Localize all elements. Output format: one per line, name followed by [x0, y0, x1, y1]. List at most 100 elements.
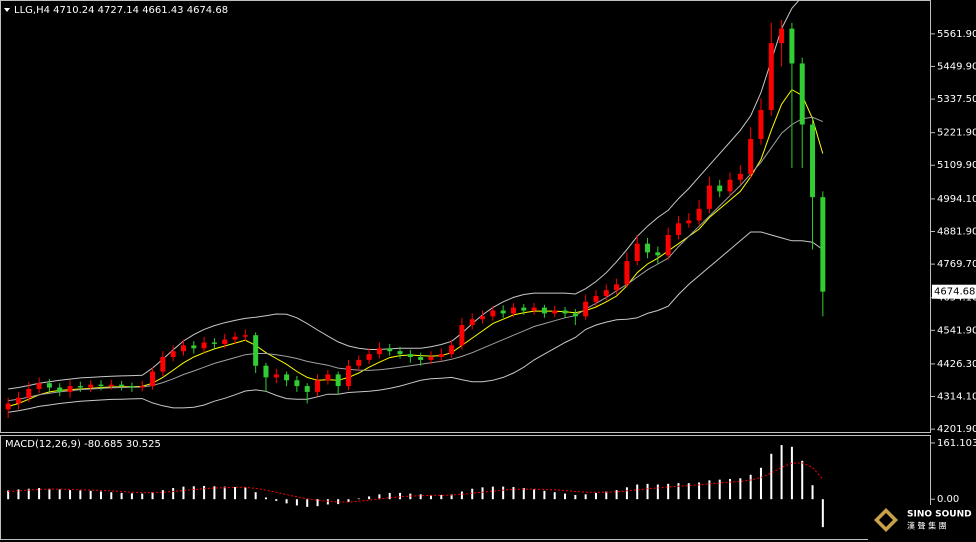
histogram-bar — [584, 494, 587, 500]
histogram-bar — [471, 488, 474, 500]
histogram-bar — [625, 487, 628, 500]
candle-body — [98, 384, 104, 387]
candle-body — [737, 173, 743, 180]
histogram-bar — [729, 478, 732, 500]
histogram-bar — [38, 488, 41, 500]
candle-body — [284, 374, 290, 381]
candle-body — [614, 284, 620, 291]
candle-body — [779, 28, 785, 44]
histogram-bar — [326, 499, 329, 505]
histogram-bar — [780, 445, 783, 500]
candle-body — [686, 220, 692, 224]
histogram-bar — [687, 483, 690, 500]
histogram-bar — [656, 484, 659, 500]
histogram-bar — [264, 497, 267, 500]
histogram-bar — [378, 494, 381, 500]
candle-body — [46, 383, 52, 388]
histogram-bar — [419, 494, 422, 500]
histogram-bar — [110, 492, 113, 500]
histogram-bar — [739, 478, 742, 500]
candle-body — [603, 290, 609, 296]
candle-body — [335, 374, 341, 387]
candle-body — [26, 388, 32, 398]
candle-body — [428, 357, 434, 360]
candle-body — [727, 179, 733, 192]
histogram-bar — [399, 492, 402, 500]
candle-body — [768, 43, 774, 110]
candle-body — [407, 354, 413, 358]
candle-body — [211, 342, 217, 344]
candle-body — [263, 365, 269, 378]
histogram-bar — [502, 486, 505, 500]
indicator-line — [8, 0, 800, 390]
histogram-bar — [574, 495, 577, 500]
candle-body — [150, 371, 156, 387]
histogram-bar — [440, 495, 443, 500]
histogram-bar — [275, 499, 278, 501]
candle-body — [387, 348, 393, 352]
y-tick-label: 4881.90 — [937, 226, 976, 237]
candle-body — [242, 335, 248, 337]
histogram-bar — [151, 492, 154, 500]
macd-panel-frame — [0, 435, 931, 540]
candle-body — [510, 307, 516, 314]
histogram-bar — [512, 486, 515, 500]
candle-body — [572, 313, 578, 317]
current-price-box — [932, 284, 976, 299]
candle-body — [696, 208, 702, 221]
histogram-bar — [821, 499, 824, 528]
histogram-bar — [17, 489, 20, 500]
candle-body — [222, 339, 228, 344]
histogram-bar — [295, 499, 298, 506]
y-tick-label: 0.00 — [937, 494, 959, 505]
histogram-bar — [161, 490, 164, 500]
candle-body — [438, 354, 444, 358]
histogram-bar — [357, 498, 360, 500]
signal-line — [8, 462, 824, 503]
candle-body — [5, 403, 11, 410]
histogram-bar — [460, 491, 463, 500]
histogram-bar — [203, 485, 206, 500]
candle-body — [273, 374, 279, 378]
histogram-bar — [48, 488, 51, 500]
histogram-bar — [130, 493, 133, 500]
candle-body — [253, 335, 259, 366]
histogram-bar — [58, 489, 61, 500]
candle-body — [459, 325, 465, 346]
y-tick-label: 4426.30 — [937, 359, 976, 370]
histogram-bar — [749, 474, 752, 500]
y-tick-label: 4994.10 — [937, 194, 976, 205]
candle-body — [366, 354, 372, 360]
candle-body — [376, 348, 382, 355]
candle-body — [315, 380, 321, 392]
macd-title: MACD(12,26,9) -80.685 30.525 — [5, 439, 161, 450]
candle-body — [57, 387, 63, 392]
candle-body — [500, 310, 506, 314]
candle-body — [232, 336, 238, 340]
histogram-bar — [481, 487, 484, 500]
candle-body — [541, 307, 547, 314]
candle-body — [799, 63, 805, 125]
histogram-bar — [522, 488, 525, 500]
y-tick-label: 5561.90 — [937, 29, 976, 40]
candle-body — [139, 386, 145, 388]
histogram-bar — [811, 485, 814, 500]
candle-body — [521, 307, 527, 311]
candle-body — [294, 380, 300, 387]
candle-body — [77, 386, 83, 388]
histogram-bar — [564, 493, 567, 500]
histogram-bar — [429, 495, 432, 500]
candle-body — [88, 384, 94, 388]
histogram-bar — [27, 488, 30, 500]
candle-body — [119, 384, 125, 387]
candle-body — [36, 383, 42, 389]
candle-body — [67, 386, 73, 392]
histogram-bar — [605, 491, 608, 500]
histogram-bar — [182, 486, 185, 500]
candle-body — [180, 345, 186, 352]
candle-body — [624, 261, 630, 285]
candle-body — [170, 351, 176, 358]
y-tick-label: 5109.90 — [937, 160, 976, 171]
y-tick-label: 4769.70 — [937, 259, 976, 270]
histogram-bar — [213, 486, 216, 500]
